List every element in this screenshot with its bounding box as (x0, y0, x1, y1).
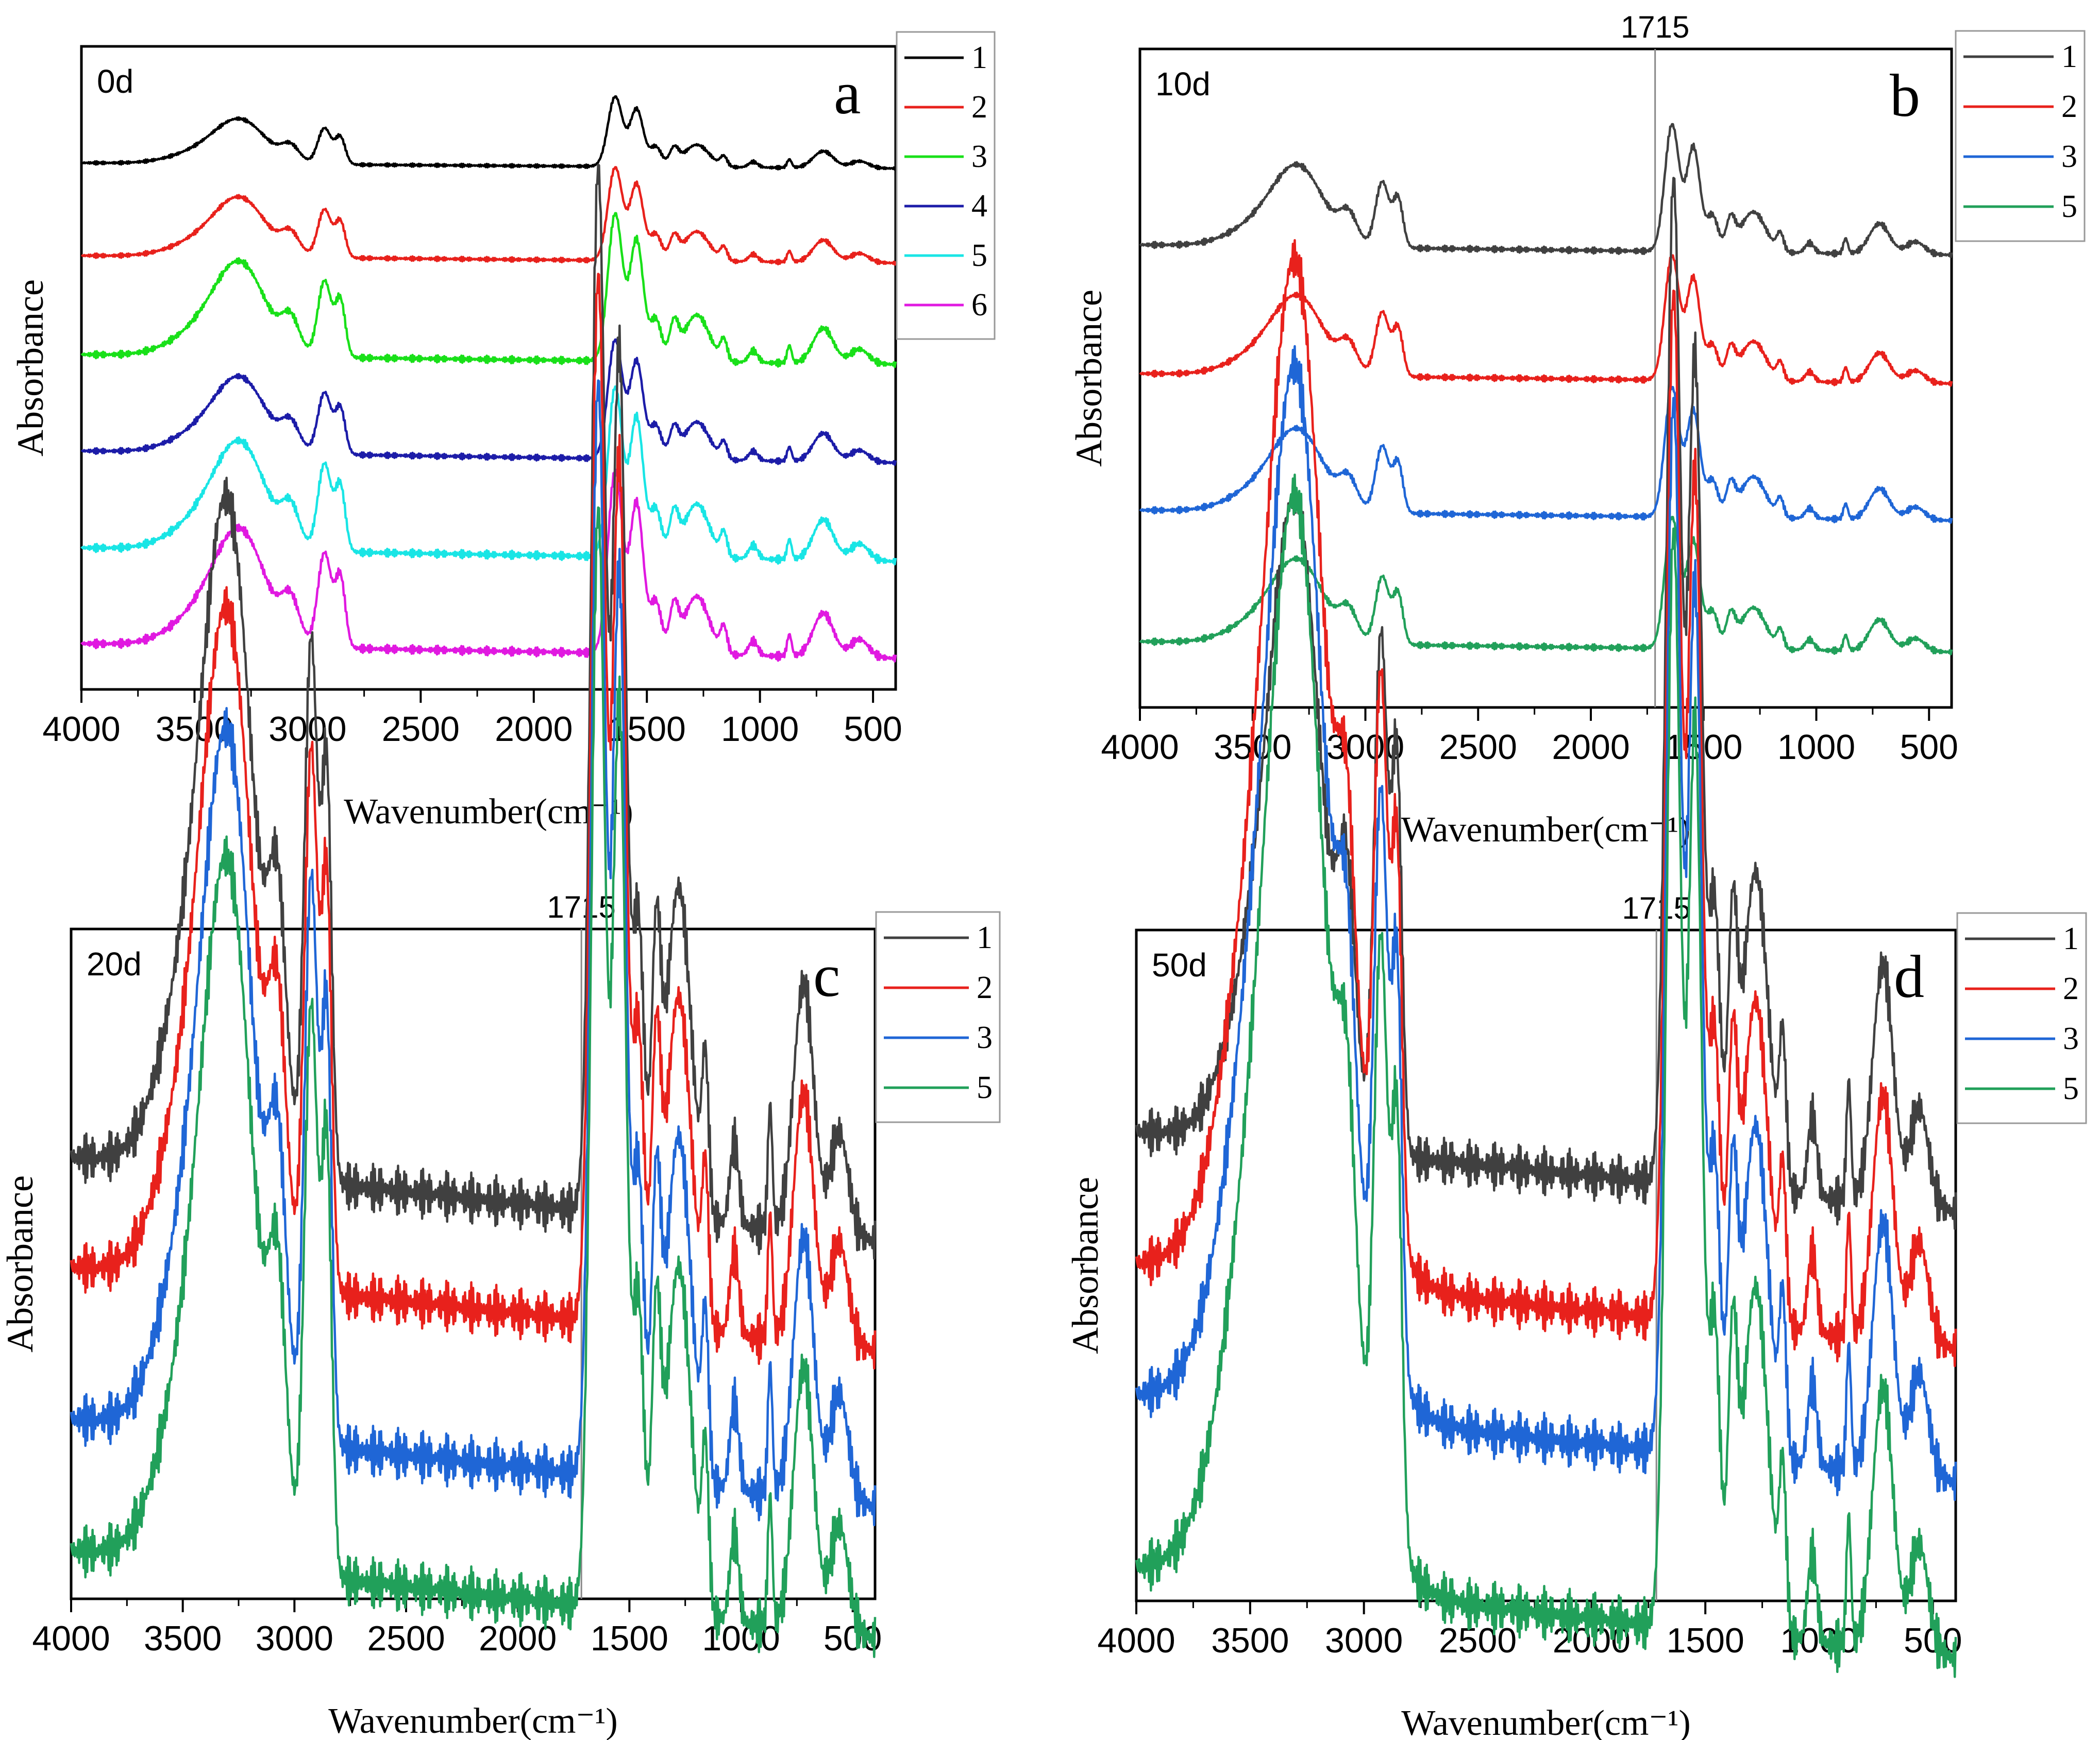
x-axis-label: Wavenumber(cm⁻¹) (1401, 1703, 1691, 1740)
legend-entry: 5 (977, 1070, 993, 1105)
legend-entry: 1 (971, 40, 987, 75)
x-tick-label: 1000 (702, 1619, 780, 1658)
legend-entry: 1 (977, 920, 993, 955)
panel-letter: a (834, 59, 861, 127)
series-line-5 (1135, 474, 1957, 1678)
series-line-2 (70, 273, 877, 1370)
series-line-5 (70, 506, 877, 1658)
x-tick-label: 3000 (256, 1619, 333, 1658)
legend-entry: 1 (2063, 921, 2079, 956)
series-line-3 (80, 212, 897, 368)
panel-letter: b (1890, 62, 1920, 129)
x-tick-label: 1000 (1777, 728, 1855, 767)
series-line-1 (1135, 177, 1957, 1230)
y-axis-label: Absorbance (1065, 1177, 1106, 1354)
day-label: 50d (1152, 947, 1207, 984)
panel-c: 1715 4000 3500 3000 2500 2000 1500 1000 500 Waven… (0, 163, 1001, 1740)
day-label: 0d (97, 63, 133, 100)
series-line-3 (1139, 385, 1953, 524)
series-line-2 (1139, 254, 1953, 387)
x-tick-label: 1500 (591, 1619, 668, 1658)
legend-entry: 5 (2061, 189, 2077, 224)
x-tick-label: 2000 (479, 1619, 557, 1658)
x-axis-label: Wavenumber(cm⁻¹) (344, 792, 633, 832)
legend-entry: 2 (2063, 971, 2079, 1006)
x-tick-label: 4000 (42, 709, 120, 749)
series-line-1 (81, 95, 897, 171)
x-tick-label: 500 (1900, 728, 1958, 767)
legend-entry: 5 (971, 238, 987, 273)
x-tick-label: 2500 (1439, 1621, 1517, 1660)
series-line-2 (1135, 239, 1957, 1367)
legend-entry: 3 (2063, 1021, 2079, 1056)
plot-frame (80, 45, 897, 691)
series-line-1 (1139, 123, 1953, 259)
y-axis-label: Absorbance (10, 279, 51, 457)
series-line-5 (80, 385, 897, 566)
x-axis-label: Wavenumber(cm⁻¹) (328, 1701, 618, 1740)
x-tick-label: 500 (844, 709, 902, 749)
x-tick-label: 2000 (1552, 728, 1629, 767)
y-axis-label: Absorbance (0, 1175, 41, 1353)
x-tick-label: 4000 (32, 1619, 110, 1658)
panel-letter: d (1894, 943, 1924, 1010)
reference-line-label: 1715 (1621, 10, 1689, 44)
x-tick-label: 4000 (1101, 728, 1179, 767)
x-tick-label: 1500 (1667, 1621, 1744, 1660)
day-label: 20d (87, 945, 142, 983)
legend-box (896, 31, 996, 340)
panel-d: 1715 4000 3500 3000 2500 2000 1500 1000 500 Waven… (1065, 177, 2087, 1740)
day-label: 10d (1155, 65, 1211, 103)
legend-entry: 3 (971, 139, 987, 174)
legend-entry: 4 (971, 189, 987, 224)
legend-entry: 3 (977, 1020, 993, 1055)
x-tick-label: 3500 (144, 1619, 222, 1658)
series-line-2 (80, 166, 897, 266)
legend-entry: 2 (2061, 89, 2077, 124)
series-line-1 (70, 163, 877, 1260)
plot-frame (1135, 928, 1957, 1602)
x-tick-label: 3000 (1325, 1621, 1403, 1660)
x-tick-label: 3500 (1211, 1621, 1289, 1660)
series-line-3 (1135, 345, 1957, 1501)
plot-frame (1138, 47, 1953, 709)
series-line-6 (80, 468, 897, 663)
series-line-3 (70, 379, 877, 1527)
reference-line-label: 1715 (1622, 891, 1690, 925)
series-line-5 (1139, 516, 1953, 656)
x-tick-label: 2000 (495, 709, 573, 749)
panel-a: 4000 3500 3000 2500 2000 1500 1000 500Wavenumbe… (10, 31, 996, 832)
series-line-4 (80, 338, 897, 466)
x-tick-label: 1000 (721, 709, 799, 749)
legend-entry: 2 (977, 970, 993, 1005)
panel-letter: c (813, 942, 840, 1009)
x-tick-label: 2500 (367, 1619, 445, 1658)
x-tick-label: 2500 (382, 709, 460, 749)
y-axis-label: Absorbance (1068, 290, 1110, 467)
legend-entry: 2 (971, 90, 987, 125)
legend-entry: 5 (2063, 1071, 2079, 1106)
x-tick-label: 4000 (1097, 1621, 1175, 1660)
x-axis-label: Wavenumber(cm⁻¹) (1401, 810, 1691, 850)
legend-entry: 6 (971, 288, 987, 323)
legend-entry: 1 (2061, 39, 2077, 74)
legend-entry: 3 (2061, 139, 2077, 174)
x-tick-label: 2500 (1439, 728, 1517, 767)
reference-line-label: 1715 (547, 890, 615, 924)
